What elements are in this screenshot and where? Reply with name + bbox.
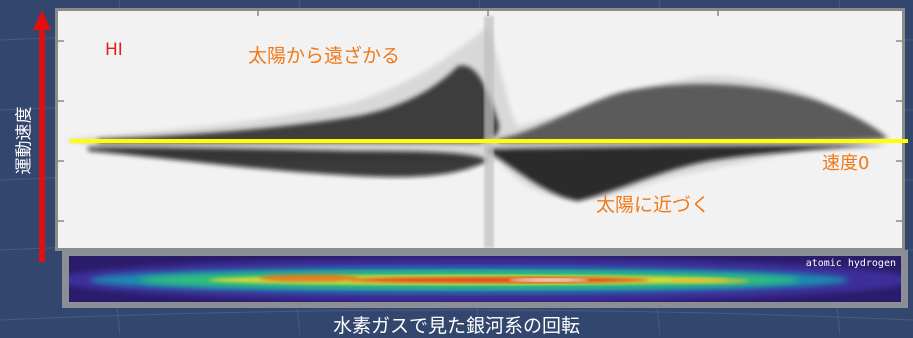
- position-velocity-plot: [55, 8, 905, 251]
- velocity-zero-label: 速度0: [822, 153, 870, 174]
- pv-diagram-image: [58, 11, 902, 248]
- receding-label: 太陽から遠ざかる: [248, 45, 401, 67]
- hi-label: HI: [105, 40, 123, 60]
- atomic-hydrogen-label: atomic hydrogen: [805, 258, 896, 269]
- up-arrow-icon: [33, 10, 51, 262]
- caption: 水素ガスで見た銀河系の回転: [332, 315, 580, 337]
- atomic-hydrogen-map: atomic hydrogen: [62, 250, 908, 308]
- hydrogen-map-image: [69, 256, 901, 302]
- axis-label-text: 運動速度: [14, 106, 35, 175]
- approaching-label: 太陽に近づく: [596, 194, 711, 216]
